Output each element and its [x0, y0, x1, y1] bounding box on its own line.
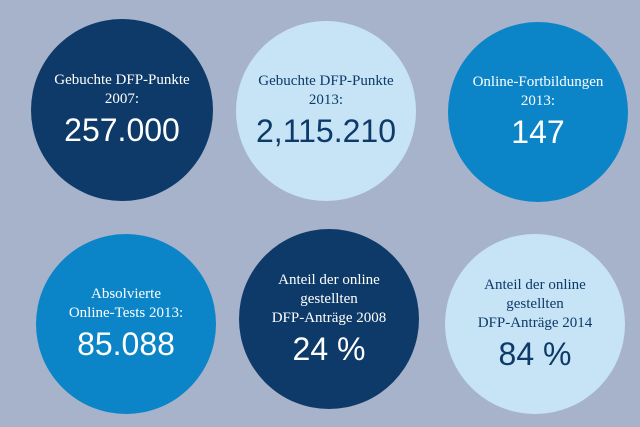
- stat-value: 24 %: [292, 330, 366, 367]
- stat-label-line: Online-Tests 2013:: [68, 305, 184, 321]
- stat-circle-online-applications-2008: Anteil der online gestellten DFP-Anträge…: [239, 229, 419, 409]
- stat-value: 147: [511, 114, 565, 150]
- stat-circle-dfp-points-2007: Gebuchte DFP-Punkte 2007: 257.000: [31, 19, 213, 201]
- stat-label-line: Anteil der online gestellten: [278, 271, 380, 307]
- stat-label: Gebuchte DFP-Punkte 2007:: [54, 72, 190, 107]
- stat-value: 2,115.210: [256, 113, 396, 149]
- stat-label: Anteil der online gestellten DFP-Anträge…: [445, 276, 625, 333]
- stat-label-line: Anteil der online gestellten: [484, 276, 586, 312]
- stat-circle-dfp-points-2013: Gebuchte DFP-Punkte 2013: 2,115.210: [236, 21, 416, 201]
- stat-label-line: DFP-Anträge 2008: [271, 309, 387, 326]
- stat-label: Gebuchte DFP-Punkte 2013:: [258, 73, 394, 108]
- stat-label: Absolvierte Online-Tests 2013:: [59, 285, 193, 323]
- stat-label-line: Absolvierte: [91, 286, 161, 302]
- stat-value: 85.088: [77, 326, 175, 362]
- stat-circle-online-trainings-2013: Online-Fortbildungen 2013: 147: [448, 22, 628, 202]
- stat-label: Anteil der online gestellten DFP-Anträge…: [239, 271, 419, 328]
- stat-value: 84 %: [498, 335, 572, 372]
- stat-label: Online-Fortbildungen 2013:: [472, 74, 604, 109]
- stat-label-line: DFP-Anträge 2014: [477, 314, 593, 331]
- stat-circle-online-tests-2013: Absolvierte Online-Tests 2013: 85.088: [36, 234, 216, 414]
- stat-value: 257.000: [64, 112, 180, 148]
- stat-circle-online-applications-2014: Anteil der online gestellten DFP-Anträge…: [445, 234, 625, 414]
